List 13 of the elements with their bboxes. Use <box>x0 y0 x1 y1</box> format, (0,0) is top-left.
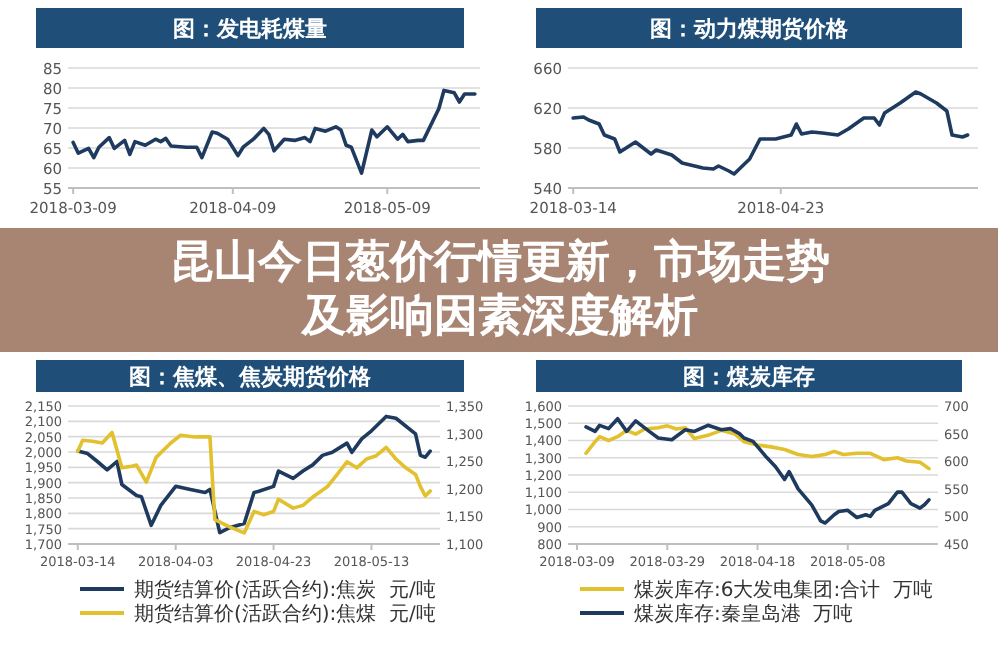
chart-title: 图：煤炭库存 <box>683 364 815 390</box>
line-series <box>584 416 931 525</box>
legend-label: 煤炭库存:秦皇岛港 万吨 <box>634 602 854 626</box>
line-series <box>584 424 931 471</box>
legend-label: 煤炭库存:6大发电集团:合计 万吨 <box>634 578 933 602</box>
legend-label: 期货结算价(活跃合约):焦炭 元/吨 <box>134 578 436 602</box>
line-series <box>71 88 477 175</box>
chart-title: 图：动力煤期货价格 <box>650 16 850 42</box>
chart-title: 图：发电耗煤量 <box>173 16 327 42</box>
legend-label: 期货结算价(活跃合约):焦煤 元/吨 <box>134 602 436 626</box>
text: 昆山今日葱价行情更新，市场走势及影响因素深度解析 <box>168 235 832 346</box>
chart-title: 图：焦煤、焦炭期货价格 <box>129 364 373 390</box>
line-series <box>571 90 970 176</box>
